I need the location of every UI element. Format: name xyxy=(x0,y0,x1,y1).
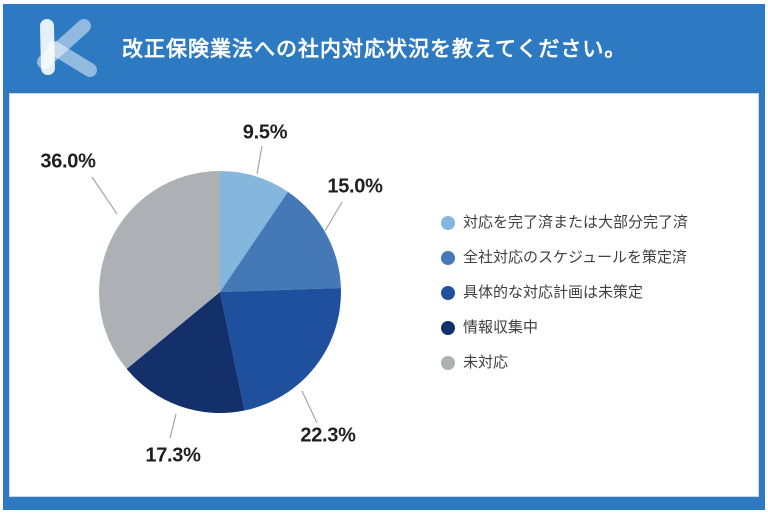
legend-marker-icon xyxy=(441,216,455,230)
legend-label: 全社対応のスケジュールを策定済 xyxy=(463,249,687,266)
chart-legend: 対応を完了済または大部分完了済 全社対応のスケジュールを策定済 具体的な対応計画… xyxy=(441,214,689,371)
legend-item: 具体的な対応計画は未策定 xyxy=(441,284,688,301)
question-title: 改正保険業法への社内対応状況を教えてください。 xyxy=(122,38,627,61)
pie-percent-label: 17.3% xyxy=(145,444,201,467)
legend-label: 情報収集中 xyxy=(463,319,539,336)
legend-label: 具体的な対応計画は未策定 xyxy=(463,284,644,301)
legend-item: 未対応 xyxy=(441,354,688,371)
pie-percent-label: 36.0% xyxy=(40,150,96,173)
logo-icon xyxy=(37,19,97,77)
legend-label: 未対応 xyxy=(463,354,509,371)
header-bar: 改正保険業法への社内対応状況を教えてください。 xyxy=(0,0,768,93)
legend-item: 対応を完了済または大部分完了済 xyxy=(441,214,689,231)
legend-marker-icon xyxy=(441,251,455,265)
legend-label: 対応を完了済または大部分完了済 xyxy=(463,214,689,231)
legend-marker-icon xyxy=(441,286,455,300)
pie-percent-label: 15.0% xyxy=(327,175,383,198)
legend-item: 情報収集中 xyxy=(441,319,688,336)
legend-marker-icon xyxy=(441,356,455,370)
pie-percent-label: 9.5% xyxy=(242,121,288,144)
legend-marker-icon xyxy=(441,321,455,335)
legend-item: 全社対応のスケジュールを策定済 xyxy=(441,249,688,266)
brand-logo xyxy=(22,8,106,84)
pie-percent-label: 22.3% xyxy=(300,424,356,447)
